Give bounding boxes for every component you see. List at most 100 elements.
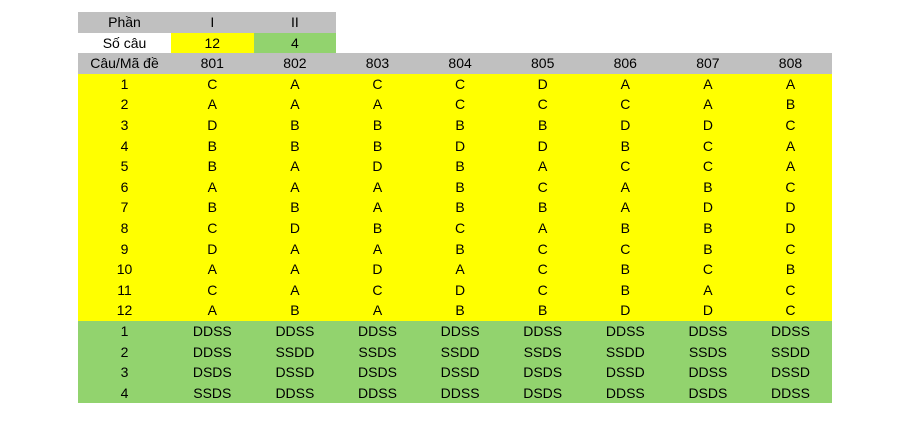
answer-cell: D — [418, 279, 502, 301]
answer-cell: B — [501, 115, 584, 136]
answer-cell: B — [501, 197, 584, 218]
part-cell: 4 — [253, 32, 337, 54]
answer-cell: A — [336, 197, 419, 218]
header-cell: 806 — [584, 53, 667, 74]
answer-cell: DDSS — [418, 321, 502, 342]
answer-cell: D — [171, 238, 254, 260]
answer-cell: B — [584, 135, 667, 157]
question-number: 11 — [78, 279, 171, 301]
question-number: 4 — [78, 135, 171, 157]
answer-cell: A — [253, 94, 337, 115]
question-number: 1 — [78, 73, 171, 95]
part-cell: 12 — [171, 32, 254, 54]
answer-cell: A — [666, 94, 750, 115]
answer-cell: B — [336, 115, 419, 136]
answer-cell: C — [666, 259, 750, 280]
answer-cell: B — [418, 197, 502, 218]
question-number: 12 — [78, 300, 171, 321]
answer-cell: A — [749, 135, 832, 157]
answer-cell: D — [749, 218, 832, 239]
answer-cell: DDSS — [584, 321, 667, 342]
answer-cell: B — [749, 94, 832, 115]
answer-cell: DSDS — [666, 382, 750, 404]
question-number: 2 — [78, 341, 171, 363]
answer-cell: DSDS — [501, 382, 584, 404]
answer-cell: DDSS — [253, 382, 337, 404]
header-cell: Câu/Mã đề — [78, 53, 171, 74]
answer-cell: D — [253, 218, 337, 239]
answer-cell: B — [253, 300, 337, 321]
answer-cell: DSSD — [418, 362, 502, 383]
answer-cell: DDSS — [666, 362, 750, 383]
answer-cell: B — [171, 156, 254, 177]
answer-cell: DDSS — [584, 382, 667, 404]
answer-cell: C — [584, 156, 667, 177]
answer-cell: D — [666, 115, 750, 136]
answer-cell: A — [501, 218, 584, 239]
question-number: 7 — [78, 197, 171, 218]
row-label: Phần — [78, 12, 171, 33]
answer-cell: C — [666, 135, 750, 157]
answer-cell: B — [584, 279, 667, 301]
answer-cell: DDSS — [749, 382, 832, 404]
answer-cell: C — [336, 73, 419, 95]
answer-cell: DSDS — [171, 362, 254, 383]
answer-cell: DSDS — [501, 362, 584, 383]
answer-cell: B — [253, 115, 337, 136]
answer-cell: C — [418, 218, 502, 239]
answer-cell: A — [336, 300, 419, 321]
answer-cell: B — [584, 259, 667, 280]
answer-cell: D — [418, 135, 502, 157]
answer-cell: A — [253, 73, 337, 95]
answer-cell: C — [418, 73, 502, 95]
question-number: 5 — [78, 156, 171, 177]
answer-cell: D — [336, 156, 419, 177]
answer-cell: SSDS — [171, 382, 254, 404]
header-cell: 802 — [253, 53, 337, 74]
answer-cell: B — [666, 218, 750, 239]
answer-cell: D — [749, 197, 832, 218]
answer-cell: B — [336, 135, 419, 157]
answer-cell: D — [666, 197, 750, 218]
header-cell: 801 — [171, 53, 254, 74]
answer-cell: D — [666, 300, 750, 321]
answer-cell: A — [253, 156, 337, 177]
answer-cell: A — [171, 300, 254, 321]
question-number: 10 — [78, 259, 171, 280]
answer-cell: C — [501, 259, 584, 280]
answer-cell: C — [501, 94, 584, 115]
answer-cell: C — [171, 279, 254, 301]
answer-cell: B — [418, 176, 502, 198]
answer-cell: SSDS — [666, 341, 750, 363]
answer-cell: A — [501, 156, 584, 177]
answer-cell: DSSD — [749, 362, 832, 383]
answer-cell: DDSS — [253, 321, 337, 342]
part-cell: I — [171, 12, 254, 33]
question-number: 8 — [78, 218, 171, 239]
answer-cell: B — [253, 135, 337, 157]
answer-cell: B — [253, 197, 337, 218]
answer-cell: C — [749, 176, 832, 198]
answer-cell: DDSS — [336, 321, 419, 342]
answer-cell: A — [418, 259, 502, 280]
answer-cell: A — [584, 197, 667, 218]
answer-cell: D — [171, 115, 254, 136]
answer-cell: A — [336, 238, 419, 260]
answer-cell: A — [171, 176, 254, 198]
answer-cell: A — [336, 94, 419, 115]
answer-cell: B — [666, 176, 750, 198]
answer-cell: B — [418, 156, 502, 177]
answer-cell: D — [336, 259, 419, 280]
answer-cell: DSDS — [336, 362, 419, 383]
answer-cell: C — [749, 115, 832, 136]
answer-cell: SSDD — [584, 341, 667, 363]
answer-cell: A — [584, 176, 667, 198]
answer-cell: SSDD — [418, 341, 502, 363]
answer-cell: C — [584, 238, 667, 260]
answer-cell: DDSS — [418, 382, 502, 404]
answer-cell: A — [253, 238, 337, 260]
answer-cell: A — [749, 73, 832, 95]
answer-cell: D — [584, 300, 667, 321]
question-number: 3 — [78, 115, 171, 136]
answer-cell: B — [418, 115, 502, 136]
